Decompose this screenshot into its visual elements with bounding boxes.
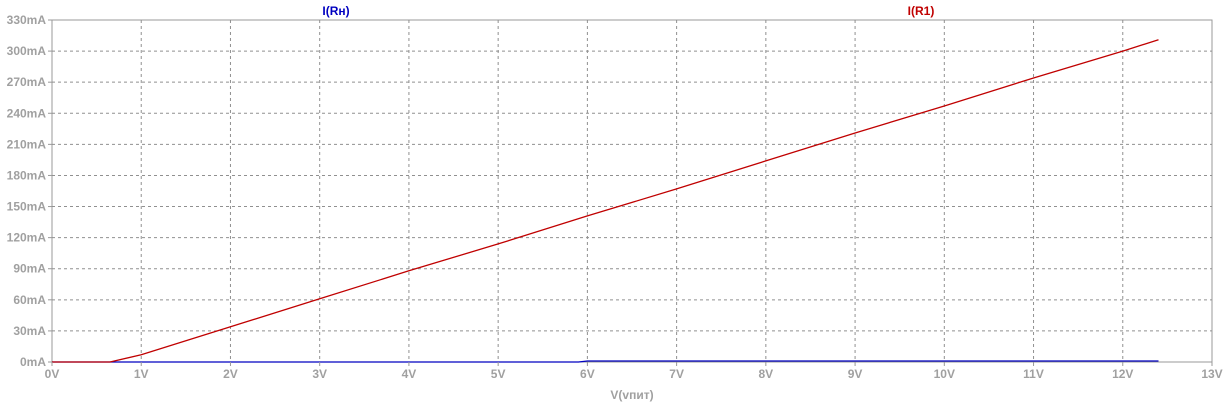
y-tick-label: 60mA <box>13 293 46 307</box>
legend-label-i-rn[interactable]: I(Rн) <box>322 4 349 18</box>
y-tick-labels: 0mA 30mA 60mA 90mA 120mA 150mA 180mA 210mA 240mA… <box>7 13 52 369</box>
y-tick-label: 300mA <box>7 44 47 58</box>
y-tick-label: 0mA <box>20 355 46 369</box>
y-tick-label: 330mA <box>7 13 47 27</box>
legend: I(Rн) I(R1) <box>322 4 934 18</box>
x-tick-label: 3V <box>312 367 327 381</box>
x-tick-label: 9V <box>848 367 863 381</box>
x-tick-label: 6V <box>580 367 595 381</box>
legend-label-i-r1[interactable]: I(R1) <box>908 4 935 18</box>
x-tick-label: 5V <box>491 367 506 381</box>
x-tick-label: 13V <box>1201 367 1222 381</box>
y-tick-label: 180mA <box>7 168 47 182</box>
x-tick-label: 2V <box>223 367 238 381</box>
series-line-i-r1 <box>52 39 1159 363</box>
y-tick-label: 30mA <box>13 324 46 338</box>
x-tick-labels: 0V 1V 2V 3V 4V 5V 6V 7V 8V 9V 10V 11V 12V 13V <box>45 362 1223 381</box>
y-tick-label: 120mA <box>7 231 47 245</box>
x-tick-label: 0V <box>45 367 60 381</box>
y-tick-label: 270mA <box>7 75 47 89</box>
x-tick-label: 4V <box>402 367 417 381</box>
x-tick-label: 11V <box>1023 367 1044 381</box>
x-tick-label: 12V <box>1112 367 1133 381</box>
y-tick-label: 240mA <box>7 106 47 120</box>
x-tick-label: 10V <box>934 367 955 381</box>
x-tick-label: 8V <box>759 367 774 381</box>
y-tick-label: 90mA <box>13 262 46 276</box>
x-axis-title: V(vпит) <box>610 388 653 402</box>
x-tick-label: 1V <box>134 367 149 381</box>
y-tick-label: 150mA <box>7 200 47 214</box>
series-line-i-rn <box>52 360 1159 363</box>
series-group <box>52 39 1159 363</box>
grid <box>52 20 1212 362</box>
y-tick-label: 210mA <box>7 137 47 151</box>
x-tick-label: 7V <box>669 367 684 381</box>
plot-area <box>51 19 1213 363</box>
